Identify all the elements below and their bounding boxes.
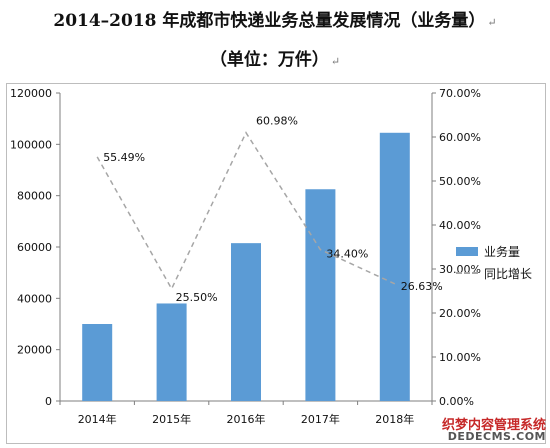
x-tick-label: 2014年 [78,412,117,426]
legend-label: 业务量 [484,244,521,259]
y-left-tick-label: 120000 [10,87,52,100]
y-right-tick-label: 10.00% [439,351,481,364]
bar [156,303,187,401]
y-right-tick-label: 40.00% [439,219,481,232]
data-label: 60.98% [256,115,298,128]
y-left-tick-label: 40000 [17,292,52,305]
y-left-tick-label: 0 [45,395,52,408]
legend-swatch-bar [456,246,478,256]
data-label: 25.50% [176,291,218,304]
y-left-tick-label: 80000 [17,190,52,203]
return-mark-icon: ↵ [487,16,497,29]
growth-line [96,131,396,291]
x-tick-label: 2018年 [375,412,414,426]
watermark-text: 织梦内容管理系统 [441,418,546,433]
x-tick-label: 2017年 [301,412,340,426]
legend-item-line: 同比增长 [456,262,532,284]
bar [82,324,113,401]
chart-title: 2014–2018 年成都市快递业务总量发展情况（业务量） ↵ [53,11,497,31]
legend: 业务量 同比增长 [456,240,532,284]
bar [379,132,410,402]
data-label: 55.49% [103,151,145,164]
y-right-tick-label: 70.00% [439,87,481,100]
y-right-tick-label: 0.00% [439,395,474,408]
bar [305,189,336,401]
y-right-tick-label: 50.00% [439,175,481,188]
return-mark-icon: ↵ [330,55,341,68]
x-tick-label: 2015年 [152,412,191,426]
y-left-tick-label: 60000 [17,241,52,254]
legend-label: 同比增长 [484,266,533,281]
data-label: 34.40% [326,248,368,261]
bar [231,243,261,401]
chart-subtitle: （单位：万件） ↵ [209,50,341,70]
data-label: 26.63% [401,280,443,293]
x-tick-label: 2016年 [227,412,266,426]
y-left-tick-label: 20000 [17,344,52,357]
y-left-tick-label: 100000 [10,138,52,151]
legend-swatch-line [456,272,478,274]
y-right-tick-label: 60.00% [439,131,481,144]
watermark-url: DEDECMS.COM [447,430,546,443]
legend-item-bar: 业务量 [456,240,532,262]
y-right-tick-label: 20.00% [439,307,481,320]
